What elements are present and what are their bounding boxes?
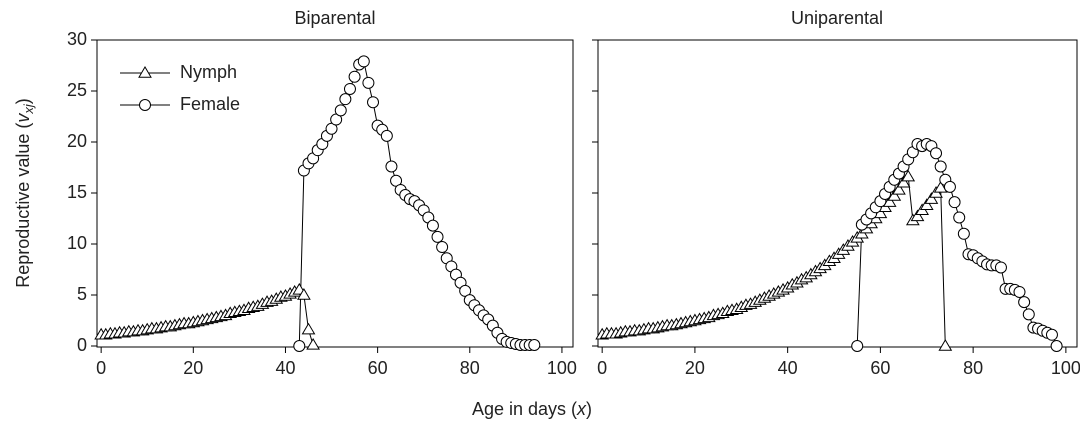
marker-triangle	[910, 209, 925, 222]
marker-triangle	[919, 198, 934, 210]
marker-triangle	[896, 175, 911, 188]
marker-circle	[1022, 308, 1035, 321]
x-tick-label: 0	[597, 358, 607, 378]
y-tick-label: 15	[67, 182, 87, 202]
marker-circle	[385, 160, 398, 173]
marker-circle	[380, 129, 393, 142]
marker-triangle	[301, 322, 316, 335]
x-tick-label: 20	[685, 358, 705, 378]
x-tick-label: 20	[183, 358, 203, 378]
marker-circle	[367, 96, 380, 109]
marker-circle	[953, 211, 966, 224]
marker-triangle	[297, 288, 311, 300]
plot-frame	[597, 39, 1078, 348]
marker-circle	[1018, 296, 1031, 309]
legend-label: Female	[180, 94, 240, 114]
x-tick-label: 100	[1051, 358, 1080, 378]
x-tick-label: 80	[460, 358, 480, 378]
marker-circle	[436, 241, 449, 254]
marker-circle	[343, 82, 356, 95]
x-axis-label-text: Age in days (	[472, 399, 577, 419]
marker-triangle	[892, 182, 906, 195]
y-axis-label-sub: xj	[21, 103, 36, 115]
x-axis-label-text: )	[586, 399, 592, 419]
y-tick-label: 10	[67, 233, 87, 253]
marker-triangle	[924, 192, 939, 204]
x-axis-label-var: x	[576, 399, 587, 419]
marker-circle	[362, 76, 375, 89]
marker-circle	[994, 261, 1007, 274]
y-axis-label-text: )	[13, 98, 33, 104]
marker-circle	[957, 227, 970, 240]
marker-circle	[948, 196, 961, 209]
marker-circle	[348, 70, 361, 83]
panel-title: Uniparental	[791, 8, 883, 28]
x-tick-label: 40	[275, 358, 295, 378]
legend-marker	[139, 99, 151, 111]
marker-circle	[930, 147, 943, 160]
x-tick-label: 60	[368, 358, 388, 378]
x-tick-label: 100	[547, 358, 577, 378]
marker-triangle	[933, 180, 948, 193]
marker-triangle	[901, 169, 916, 182]
marker-triangle	[306, 337, 320, 350]
y-tick-label: 30	[67, 29, 87, 49]
y-axis-label-var: v	[13, 113, 33, 123]
y-tick-label: 25	[67, 80, 87, 100]
x-tick-label: 80	[963, 358, 983, 378]
y-tick-label: 5	[77, 284, 87, 304]
marker-triangle	[887, 189, 902, 201]
marker-circle	[851, 340, 864, 352]
marker-circle	[528, 338, 541, 351]
series-line	[602, 175, 946, 347]
marker-circle	[339, 93, 352, 106]
y-axis-label: Reproductive value (vxj)	[13, 98, 37, 287]
x-axis-label: Age in days (x)	[472, 399, 592, 419]
x-tick-label: 40	[778, 358, 798, 378]
marker-circle	[943, 180, 956, 193]
panel-title: Biparental	[294, 8, 375, 28]
legend-marker	[138, 66, 152, 78]
marker-circle	[334, 104, 347, 117]
plot-frame	[96, 39, 574, 348]
marker-circle	[934, 160, 947, 173]
marker-circle	[1050, 340, 1063, 352]
legend-label: Nymph	[180, 62, 237, 82]
marker-circle	[1013, 285, 1026, 298]
y-axis-label-text: Reproductive value (	[13, 123, 33, 288]
marker-circle	[357, 55, 370, 68]
marker-circle	[1045, 328, 1058, 341]
marker-circle	[293, 340, 306, 352]
marker-circle	[431, 230, 444, 243]
marker-circle	[426, 219, 439, 232]
marker-triangle	[882, 195, 897, 207]
x-tick-label: 60	[870, 358, 890, 378]
y-tick-label: 20	[67, 131, 87, 151]
y-tick-label: 0	[77, 335, 87, 355]
x-tick-label: 0	[96, 358, 106, 378]
marker-triangle	[938, 339, 953, 351]
